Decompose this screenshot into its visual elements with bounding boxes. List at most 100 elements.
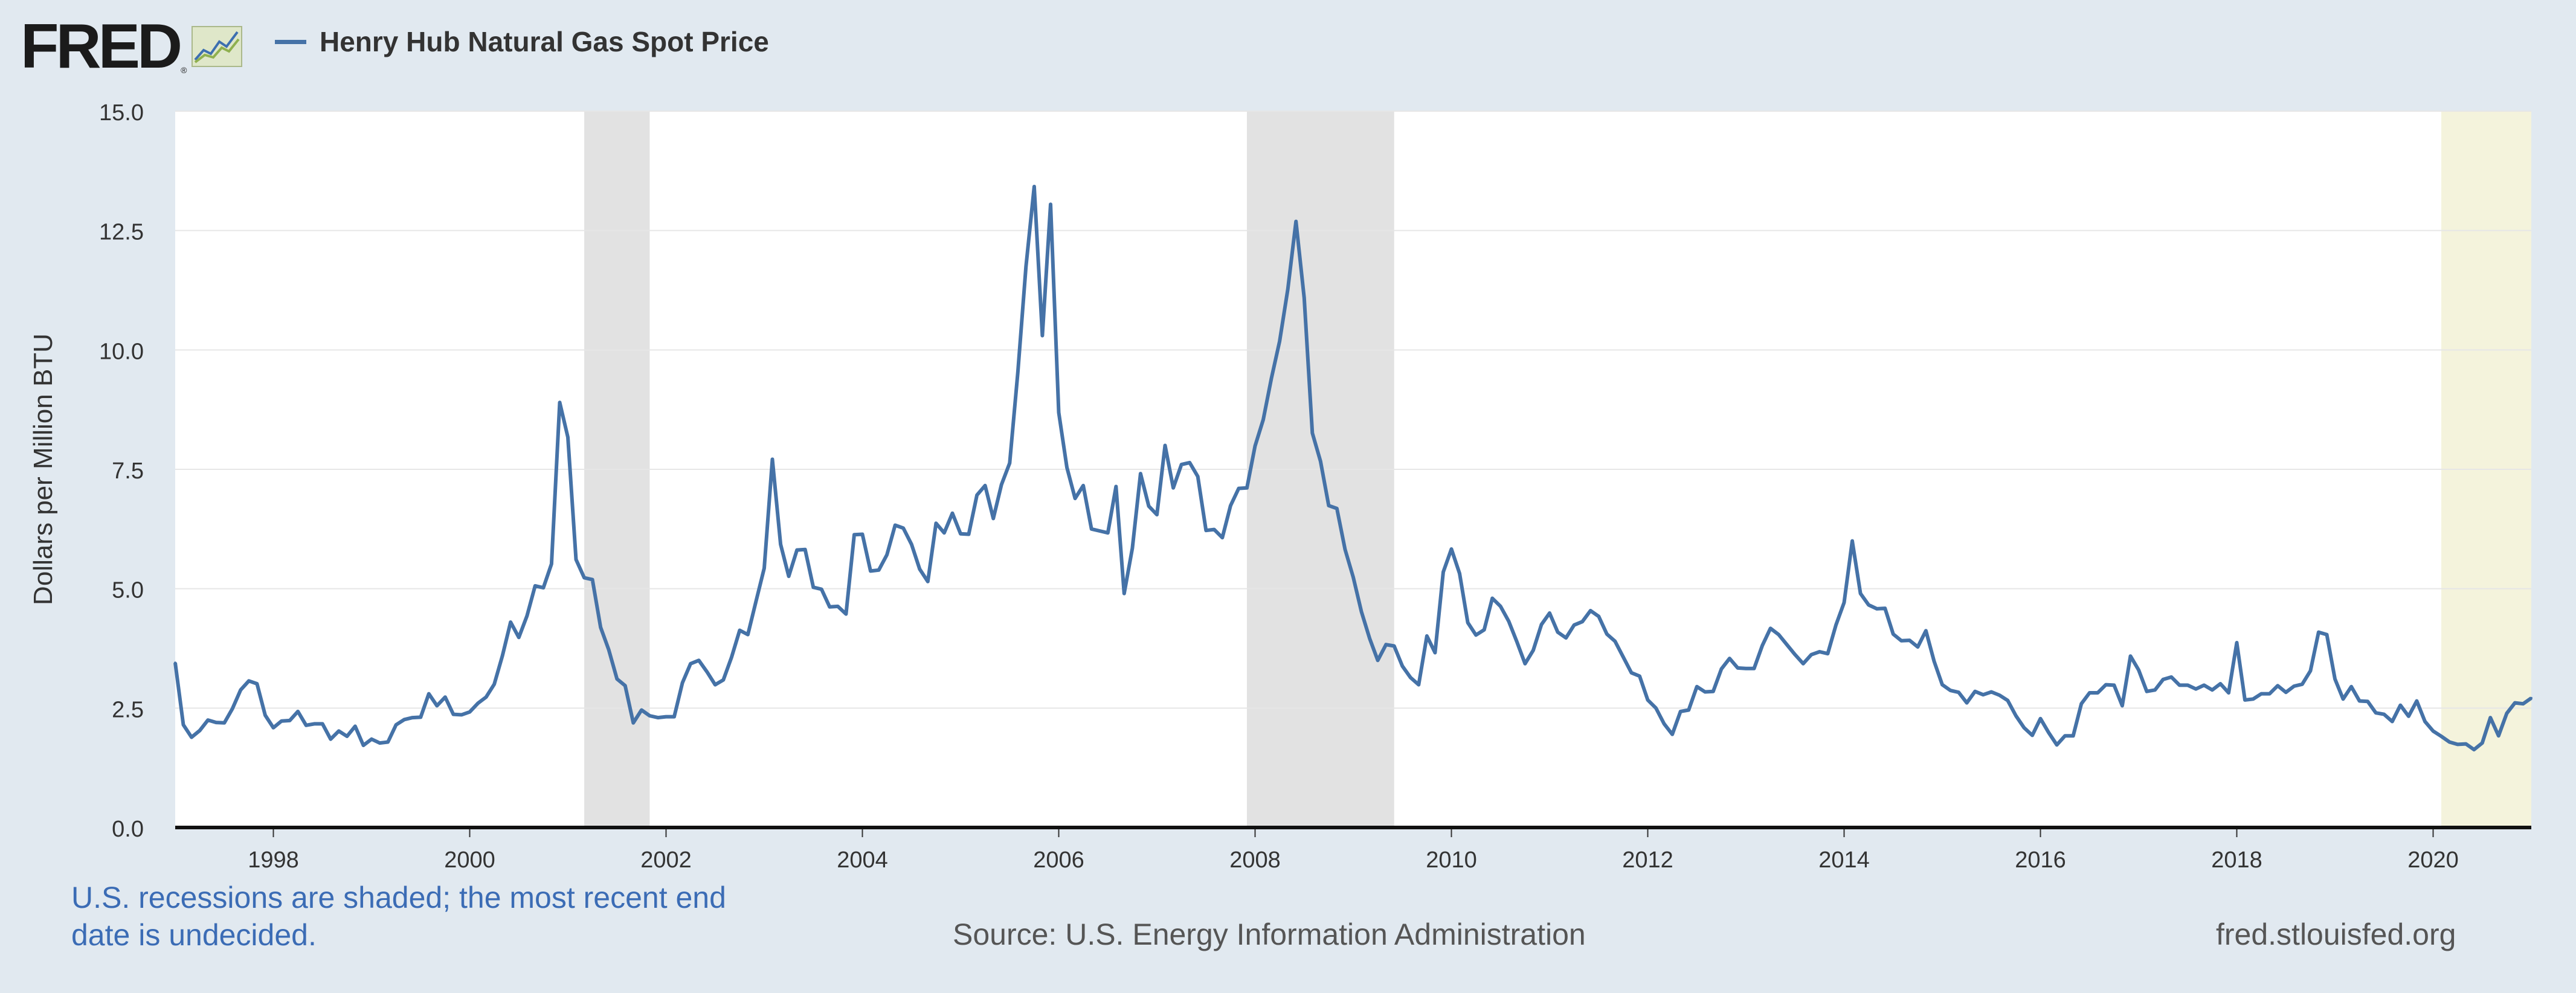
- data-point: [1368, 637, 1371, 640]
- x-tick-label: 2006: [1033, 847, 1084, 873]
- data-point: [1851, 539, 1853, 542]
- data-point: [321, 722, 324, 725]
- data-point: [992, 517, 995, 520]
- data-point: [1417, 683, 1420, 686]
- data-point: [1385, 643, 1388, 646]
- data-point: [1491, 597, 1494, 600]
- data-point: [706, 670, 709, 673]
- data-point: [1597, 615, 1600, 618]
- data-point: [1884, 607, 1887, 610]
- data-point: [526, 614, 529, 617]
- fred-logo-text: FRED: [21, 11, 182, 82]
- x-tick-label: 1998: [248, 847, 299, 873]
- data-point: [2031, 734, 2033, 737]
- data-point: [1188, 461, 1191, 464]
- data-point: [2211, 689, 2214, 692]
- data-point: [1916, 646, 1919, 649]
- data-point: [2162, 678, 2165, 681]
- data-point: [1663, 722, 1666, 725]
- data-point: [803, 548, 807, 551]
- data-point: [1802, 662, 1805, 665]
- data-point: [182, 724, 185, 726]
- data-point: [2244, 698, 2246, 701]
- data-point: [1785, 643, 1788, 646]
- site-link[interactable]: fred.stlouisfed.org: [2216, 917, 2456, 951]
- data-point: [329, 738, 332, 741]
- data-point: [918, 568, 921, 571]
- data-point: [313, 722, 316, 725]
- data-point: [1949, 689, 1952, 692]
- data-point: [1695, 685, 1698, 688]
- data-point: [2154, 689, 2157, 692]
- data-point: [1115, 485, 1118, 488]
- x-tick-label: 2008: [1229, 847, 1281, 873]
- data-point: [755, 600, 758, 603]
- data-point: [2383, 713, 2386, 716]
- fred-logo[interactable]: FRED ®: [21, 11, 243, 82]
- data-point: [378, 742, 381, 745]
- data-point: [935, 522, 938, 525]
- data-point: [1728, 657, 1731, 660]
- y-tick-label: 15.0: [99, 100, 144, 126]
- data-point: [640, 709, 643, 712]
- data-point: [1835, 623, 1837, 626]
- x-tick-label: 2002: [640, 847, 692, 873]
- source-text: Source: U.S. Energy Information Administ…: [953, 917, 1586, 951]
- data-point: [942, 532, 945, 535]
- data-point: [2391, 720, 2394, 723]
- data-point: [697, 659, 700, 662]
- data-point: [353, 725, 356, 728]
- data-point: [1450, 548, 1453, 550]
- data-point: [1908, 639, 1911, 642]
- data-point: [2276, 684, 2279, 687]
- x-tick-label: 2020: [2407, 847, 2459, 873]
- data-point: [2080, 702, 2083, 705]
- data-point: [1990, 690, 1993, 693]
- data-point: [681, 681, 684, 684]
- data-point: [567, 436, 569, 439]
- data-point: [1098, 530, 1101, 532]
- data-point: [689, 662, 692, 665]
- data-point: [1704, 690, 1707, 693]
- data-point: [288, 719, 291, 722]
- data-point: [517, 636, 520, 639]
- data-point: [1335, 507, 1338, 510]
- data-point: [1311, 431, 1314, 434]
- chart-legend[interactable]: Henry Hub Natural Gas Spot Price: [275, 25, 769, 58]
- data-point: [419, 716, 422, 719]
- data-point: [2432, 730, 2435, 733]
- data-point: [902, 527, 905, 530]
- data-point: [2104, 683, 2107, 686]
- data-point: [1761, 644, 1764, 647]
- legend-line-swatch: [275, 39, 306, 44]
- data-point: [1565, 637, 1568, 640]
- data-point: [1286, 288, 1289, 291]
- data-point: [362, 744, 365, 747]
- data-point: [2227, 692, 2230, 694]
- data-points: [174, 185, 2533, 751]
- data-point: [828, 605, 831, 608]
- data-point: [1229, 504, 1232, 507]
- data-point: [239, 689, 242, 692]
- data-point: [1687, 709, 1690, 712]
- data-point: [1483, 628, 1486, 631]
- data-point: [477, 702, 479, 705]
- data-point: [1843, 601, 1846, 604]
- data-point: [738, 629, 741, 632]
- data-point: [1237, 487, 1240, 490]
- x-tick-label: 2010: [1426, 847, 1477, 873]
- data-point: [2317, 631, 2320, 634]
- data-point: [1254, 445, 1257, 448]
- data-point: [2440, 735, 2442, 738]
- data-point: [174, 661, 176, 664]
- x-tick-label: 2000: [444, 847, 495, 873]
- data-point: [2399, 704, 2402, 707]
- data-point: [1221, 536, 1224, 539]
- y-tick-label: 5.0: [112, 578, 144, 603]
- data-point: [796, 548, 799, 551]
- data-point: [1212, 528, 1216, 531]
- data-point: [787, 575, 790, 578]
- data-point: [1720, 667, 1723, 670]
- data-point: [2170, 675, 2173, 678]
